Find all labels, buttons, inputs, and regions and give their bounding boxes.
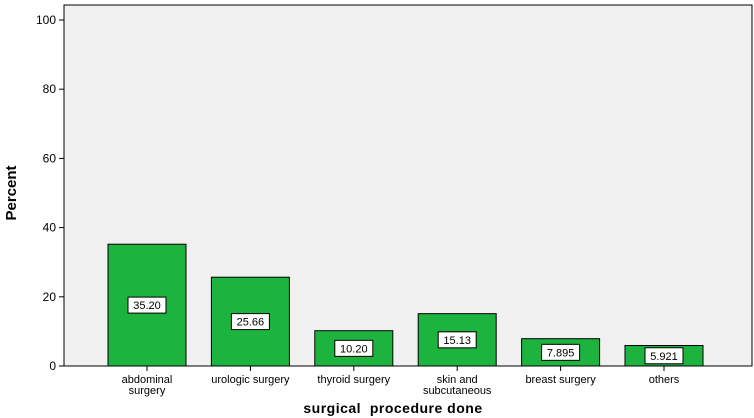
y-axis: 0 20 40 60 80 100	[36, 13, 64, 373]
x-axis: abdominal surgery urologic surgery thyroid …	[122, 366, 680, 397]
data-label-box	[644, 347, 684, 365]
data-label: 10.20	[340, 343, 368, 355]
y-tick-label: 20	[43, 290, 57, 304]
x-axis-title: surgical procedure done	[303, 400, 482, 416]
x-tick-label: skin and subcutaneous	[423, 374, 492, 397]
data-label: 35.20	[133, 300, 161, 312]
data-label-box	[230, 313, 270, 331]
y-tick-label: 80	[43, 82, 57, 96]
y-tick-label: 60	[43, 151, 57, 165]
y-tick-label: 0	[49, 359, 56, 373]
data-label: 7.895	[547, 347, 575, 359]
data-label: 25.66	[237, 317, 265, 329]
data-label: 15.13	[443, 335, 471, 347]
x-tick-label: breast surgery	[525, 374, 596, 386]
x-tick-label: urologic surgery	[211, 374, 290, 386]
x-tick-label: thyroid surgery	[317, 374, 390, 386]
data-label: 5.921	[650, 351, 678, 363]
x-tick-label: others	[649, 374, 680, 386]
data-label-box	[437, 331, 477, 349]
data-label-box	[127, 296, 167, 314]
bars: 35.20 25.66 10.20 15.13 7.895 5.921	[107, 243, 704, 367]
data-label-box	[334, 339, 374, 357]
y-tick-label: 40	[43, 221, 57, 235]
y-tick-label: 100	[36, 13, 56, 27]
x-tick-label: abdominal surgery	[122, 374, 173, 397]
y-axis-title: Percent	[3, 165, 20, 220]
data-label-box	[541, 343, 581, 361]
